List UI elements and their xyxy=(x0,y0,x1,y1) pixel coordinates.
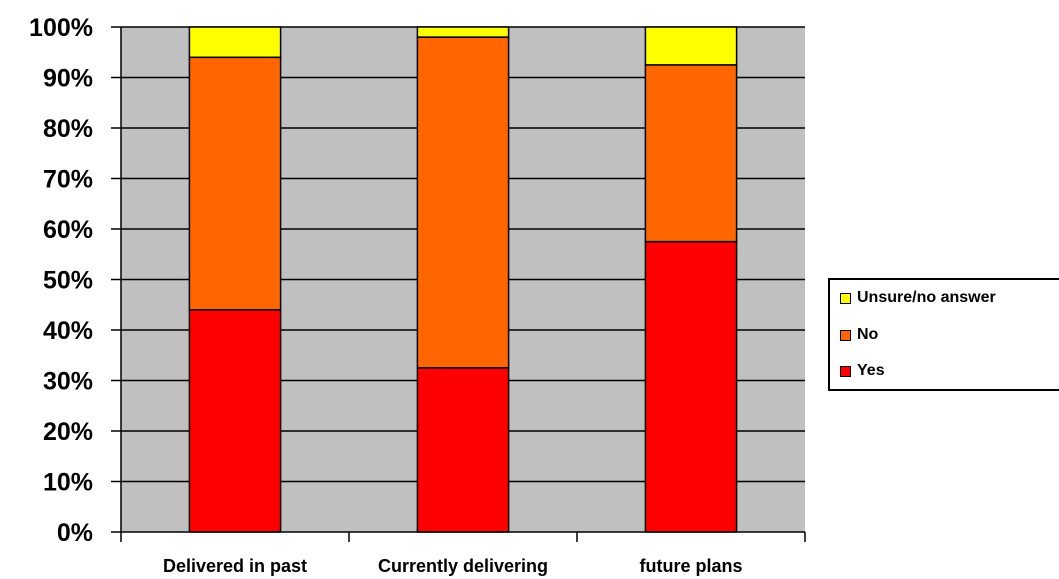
bar-segment-unsure-no-answer xyxy=(416,26,510,38)
legend: Unsure/no answer No Yes xyxy=(828,278,1059,391)
bar-segment-no xyxy=(416,36,510,369)
bar-segment-no xyxy=(644,64,738,243)
y-tick-label: 100% xyxy=(29,14,93,42)
x-category-label: future plans xyxy=(639,556,742,576)
y-tick-label: 30% xyxy=(43,368,93,396)
y-tick-label: 10% xyxy=(43,469,93,497)
bar-segment-unsure-no-answer xyxy=(644,26,738,66)
legend-item-no: No xyxy=(840,326,878,344)
bars xyxy=(188,26,738,533)
y-tick-label: 40% xyxy=(43,317,93,345)
legend-label-unsure: Unsure/no answer xyxy=(857,289,996,306)
bar-segment-yes xyxy=(188,309,282,533)
y-tick-label: 50% xyxy=(43,267,93,295)
y-tick-label: 20% xyxy=(43,418,93,446)
x-category-label: Currently delivering xyxy=(378,556,548,576)
y-tick-labels: 0% 10% 20% 30% 40% 50% 60% 70% 80% 90% 100% xyxy=(29,14,93,547)
y-tick-label: 70% xyxy=(43,166,93,194)
y-tick-label: 80% xyxy=(43,115,93,143)
bar-segment-no xyxy=(188,56,282,311)
bar-segment-unsure-no-answer xyxy=(188,26,282,59)
legend-label-yes: Yes xyxy=(857,362,885,379)
legend-item-unsure: Unsure/no answer xyxy=(840,289,996,307)
x-category-label: Delivered in past xyxy=(163,556,307,576)
axes xyxy=(111,26,806,542)
legend-swatch-unsure xyxy=(840,292,851,304)
bar-segment-yes xyxy=(416,367,510,533)
bar-segment-yes xyxy=(644,240,738,533)
legend-item-yes: Yes xyxy=(840,362,885,380)
x-category-labels: Delivered in past Currently delivering fut… xyxy=(163,556,743,576)
y-tick-label: 0% xyxy=(57,519,93,547)
y-tick-label: 90% xyxy=(43,65,93,93)
legend-swatch-no xyxy=(840,329,851,341)
y-tick-label: 60% xyxy=(43,216,93,244)
legend-label-no: No xyxy=(857,326,879,343)
legend-swatch-yes xyxy=(840,365,851,377)
